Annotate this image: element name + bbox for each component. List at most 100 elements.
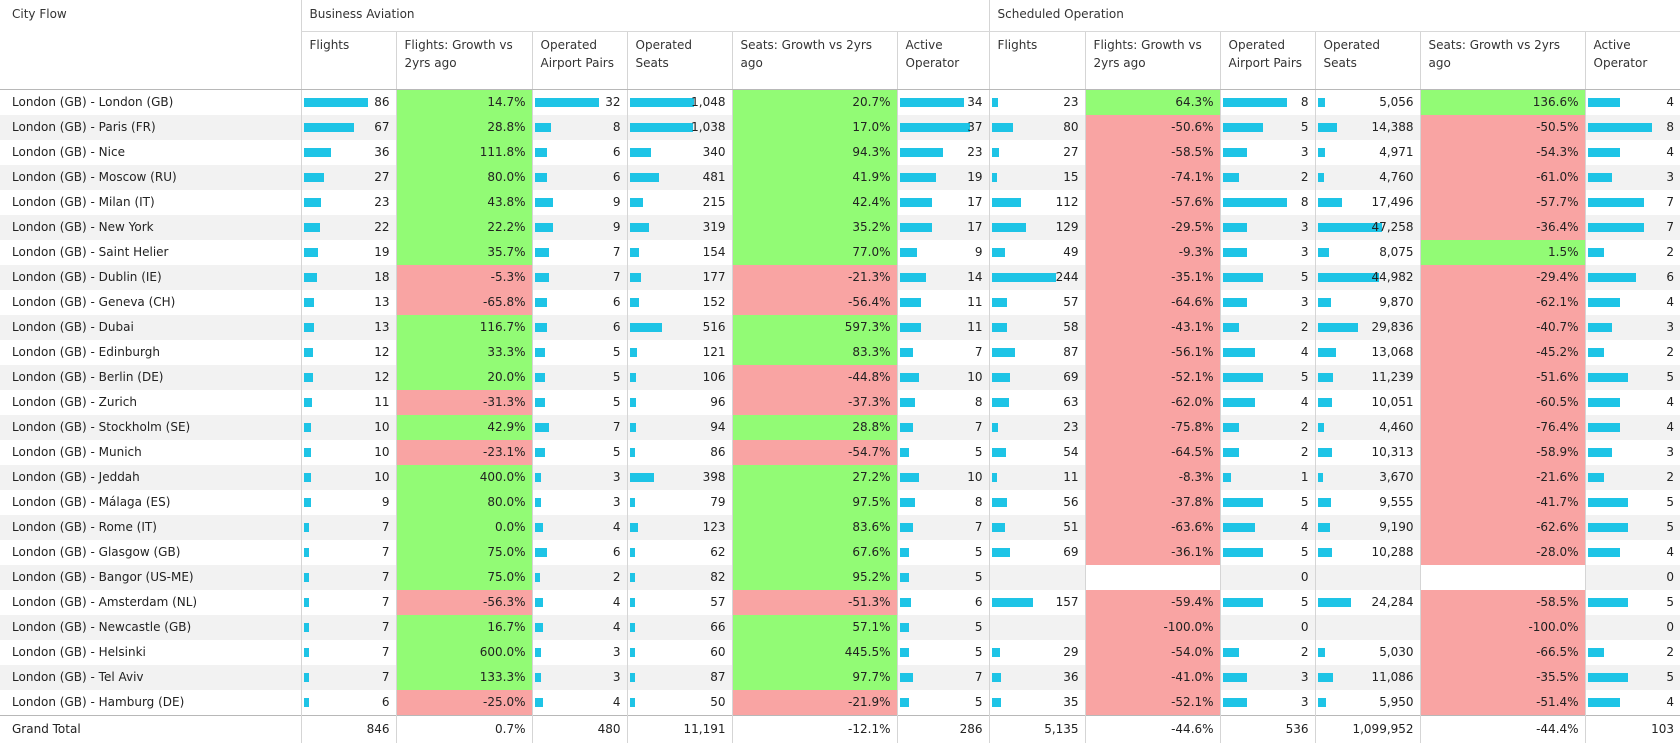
data-bar bbox=[1222, 597, 1263, 607]
so-flights-growth-cell: -54.0% bbox=[1084, 639, 1221, 665]
table-row[interactable]: London (GB) - Glasgow (GB) 7 75.0% 6 62 67.6%… bbox=[0, 539, 1680, 565]
ba-active-operator-cell: 9 bbox=[896, 239, 990, 265]
col-header-ba-flights-growth[interactable]: Flights: Growth vs 2yrs ago bbox=[395, 31, 532, 90]
table-row[interactable]: London (GB) - Málaga (ES) 9 80.0% 3 79 97.5% 8… bbox=[0, 489, 1680, 515]
ba-flights-growth-cell: -5.3% bbox=[395, 264, 532, 290]
ba-seats-growth-cell: 97.7% bbox=[731, 664, 897, 690]
table-row[interactable]: London (GB) - Geneva (CH) 13 -65.8% 6 152 -56… bbox=[0, 289, 1680, 315]
ba-seats-cell: 121 bbox=[626, 339, 732, 365]
col-header-so-flights-growth[interactable]: Flights: Growth vs 2yrs ago bbox=[1084, 31, 1221, 90]
data-bar bbox=[899, 697, 909, 707]
so-flights-growth-cell: -36.1% bbox=[1084, 539, 1221, 565]
col-header-so-airport-pairs[interactable]: Operated Airport Pairs bbox=[1219, 31, 1316, 90]
ba-seats-growth-cell: 83.3% bbox=[731, 339, 897, 365]
so-seats-growth-cell: -51.4% bbox=[1419, 689, 1586, 715]
table-row[interactable]: London (GB) - London (GB) 86 14.7% 32 1,048 2… bbox=[0, 89, 1680, 115]
so-seats-cell: 10,051 bbox=[1314, 389, 1421, 415]
cell-value: 7 bbox=[974, 519, 983, 534]
city-flow-name: London (GB) - Dublin (IE) bbox=[0, 264, 301, 290]
ba-seats-cell: 215 bbox=[626, 189, 732, 215]
cell-value: 60 bbox=[710, 644, 726, 659]
table-row[interactable]: London (GB) - Munich 10 -23.1% 5 86 -54.7% 5 54… bbox=[0, 439, 1680, 465]
cell-value: -100.0% bbox=[1163, 619, 1214, 634]
ba-seats-growth-cell: 28.8% bbox=[731, 414, 897, 440]
cell-value: 5 bbox=[612, 444, 621, 459]
data-bar bbox=[1222, 147, 1247, 157]
table-row[interactable]: London (GB) - Stockholm (SE) 10 42.9% 7 94 28… bbox=[0, 414, 1680, 440]
so-active-operator-cell: 7 bbox=[1584, 214, 1680, 240]
col-header-so-seats-growth[interactable]: Seats: Growth vs 2yrs ago bbox=[1419, 31, 1586, 90]
table-row[interactable]: London (GB) - Milan (IT) 23 43.8% 9 215 42.4%… bbox=[0, 189, 1680, 215]
col-header-so-active-operator[interactable]: Active Operator bbox=[1584, 31, 1680, 90]
ba-seats-cell: 50 bbox=[626, 689, 732, 715]
cell-value: 129 bbox=[1055, 219, 1079, 234]
data-bar bbox=[1222, 647, 1239, 657]
ba-flights-growth-cell: 80.0% bbox=[395, 164, 532, 190]
cell-value: 9 bbox=[612, 219, 621, 234]
data-bar bbox=[1222, 672, 1247, 682]
cell-value: -56.3% bbox=[483, 594, 526, 609]
so-flights-growth-cell: -35.1% bbox=[1084, 264, 1221, 290]
cell-value: 9,555 bbox=[1379, 494, 1414, 509]
so-flights-cell: 54 bbox=[988, 439, 1086, 465]
col-header-ba-seats-growth[interactable]: Seats: Growth vs 2yrs ago bbox=[731, 31, 897, 90]
data-bar bbox=[303, 197, 321, 207]
cell-value: 4,760 bbox=[1379, 169, 1414, 184]
data-bar bbox=[534, 522, 543, 532]
table-row[interactable]: London (GB) - Moscow (RU) 27 80.0% 6 481 41.9… bbox=[0, 164, 1680, 190]
data-bar bbox=[629, 97, 694, 107]
table-row[interactable]: London (GB) - Saint Helier 19 35.7% 7 154 77.… bbox=[0, 239, 1680, 265]
table-row[interactable]: London (GB) - Dublin (IE) 18 -5.3% 7 177 -21.… bbox=[0, 264, 1680, 290]
total-so-flights-growth: -44.6% bbox=[1084, 714, 1221, 743]
data-bar bbox=[899, 422, 913, 432]
row-header-city-flow[interactable]: City Flow bbox=[0, 0, 301, 90]
table-row[interactable]: London (GB) - Zurich 11 -31.3% 5 96 -37.3% 8 63… bbox=[0, 389, 1680, 415]
ba-flights-growth-cell: 80.0% bbox=[395, 489, 532, 515]
cell-value: -65.8% bbox=[483, 294, 526, 309]
cell-value: 0 bbox=[1300, 619, 1309, 634]
so-flights-growth-cell: -43.1% bbox=[1084, 314, 1221, 340]
table-row[interactable]: London (GB) - Paris (FR) 67 28.8% 8 1,038 17.… bbox=[0, 114, 1680, 140]
col-header-ba-active-operator[interactable]: Active Operator bbox=[896, 31, 990, 90]
table-row[interactable]: London (GB) - Amsterdam (NL) 7 -56.3% 4 57 -5… bbox=[0, 589, 1680, 615]
ba-active-operator-cell: 7 bbox=[896, 664, 990, 690]
ba-airport-pairs-cell: 9 bbox=[531, 214, 627, 240]
col-header-so-seats[interactable]: Operated Seats bbox=[1314, 31, 1421, 90]
table-row[interactable]: London (GB) - New York 22 22.2% 9 319 35.2% 17… bbox=[0, 214, 1680, 240]
table-row[interactable]: London (GB) - Rome (IT) 7 0.0% 4 123 83.6% 7 51… bbox=[0, 514, 1680, 540]
col-header-ba-flights[interactable]: Flights bbox=[300, 31, 396, 90]
ba-flights-cell: 23 bbox=[300, 189, 396, 215]
city-flow-name: London (GB) - Hamburg (DE) bbox=[12, 694, 185, 709]
cell-value: 4 bbox=[1666, 394, 1675, 409]
table-row[interactable]: London (GB) - Nice 36 111.8% 6 340 94.3% 23 27 -… bbox=[0, 139, 1680, 165]
table-row[interactable]: London (GB) - Berlin (DE) 12 20.0% 5 106 -44.… bbox=[0, 364, 1680, 390]
table-row[interactable]: London (GB) - Helsinki 7 600.0% 3 60 445.5% 5 2… bbox=[0, 639, 1680, 665]
so-airport-pairs-cell: 4 bbox=[1219, 339, 1316, 365]
table-row[interactable]: London (GB) - Edinburgh 12 33.3% 5 121 83.3% 7… bbox=[0, 339, 1680, 365]
so-airport-pairs-cell: 3 bbox=[1219, 214, 1316, 240]
so-seats-growth-cell: -41.7% bbox=[1419, 489, 1586, 515]
table-row[interactable]: London (GB) - Hamburg (DE) 6 -25.0% 4 50 -21.… bbox=[0, 689, 1680, 715]
data-bar bbox=[899, 172, 936, 182]
table-row[interactable]: London (GB) - Dubai 13 116.7% 6 516 597.3% 11 5… bbox=[0, 314, 1680, 340]
data-bar bbox=[1222, 447, 1239, 457]
cell-value: -50.6% bbox=[1171, 119, 1214, 134]
cell-value: 7 bbox=[612, 419, 621, 434]
cell-value: 2 bbox=[1666, 469, 1675, 484]
cell-value: 5 bbox=[1300, 544, 1309, 559]
table-row[interactable]: London (GB) - Bangor (US-ME) 7 75.0% 2 82 95.… bbox=[0, 564, 1680, 590]
cell-value: 1,048 bbox=[691, 94, 726, 109]
data-bar bbox=[1317, 397, 1332, 407]
table-row[interactable]: London (GB) - Jeddah 10 400.0% 3 398 27.2% 10 1… bbox=[0, 464, 1680, 490]
table-row[interactable]: London (GB) - Tel Aviv 7 133.3% 3 87 97.7% 7 36… bbox=[0, 664, 1680, 690]
cell-value: 19 bbox=[967, 169, 983, 184]
cell-value: 10 bbox=[967, 469, 983, 484]
ba-seats-growth-cell: 41.9% bbox=[731, 164, 897, 190]
table-row[interactable]: London (GB) - Newcastle (GB) 7 16.7% 4 66 57.… bbox=[0, 614, 1680, 640]
col-header-so-flights[interactable]: Flights bbox=[988, 31, 1086, 90]
col-header-ba-airport-pairs[interactable]: Operated Airport Pairs bbox=[531, 31, 627, 90]
ba-flights-growth-cell: 28.8% bbox=[395, 114, 532, 140]
cell-value: 97.5% bbox=[852, 494, 891, 509]
data-bar bbox=[1587, 697, 1620, 707]
col-header-ba-seats[interactable]: Operated Seats bbox=[626, 31, 732, 90]
